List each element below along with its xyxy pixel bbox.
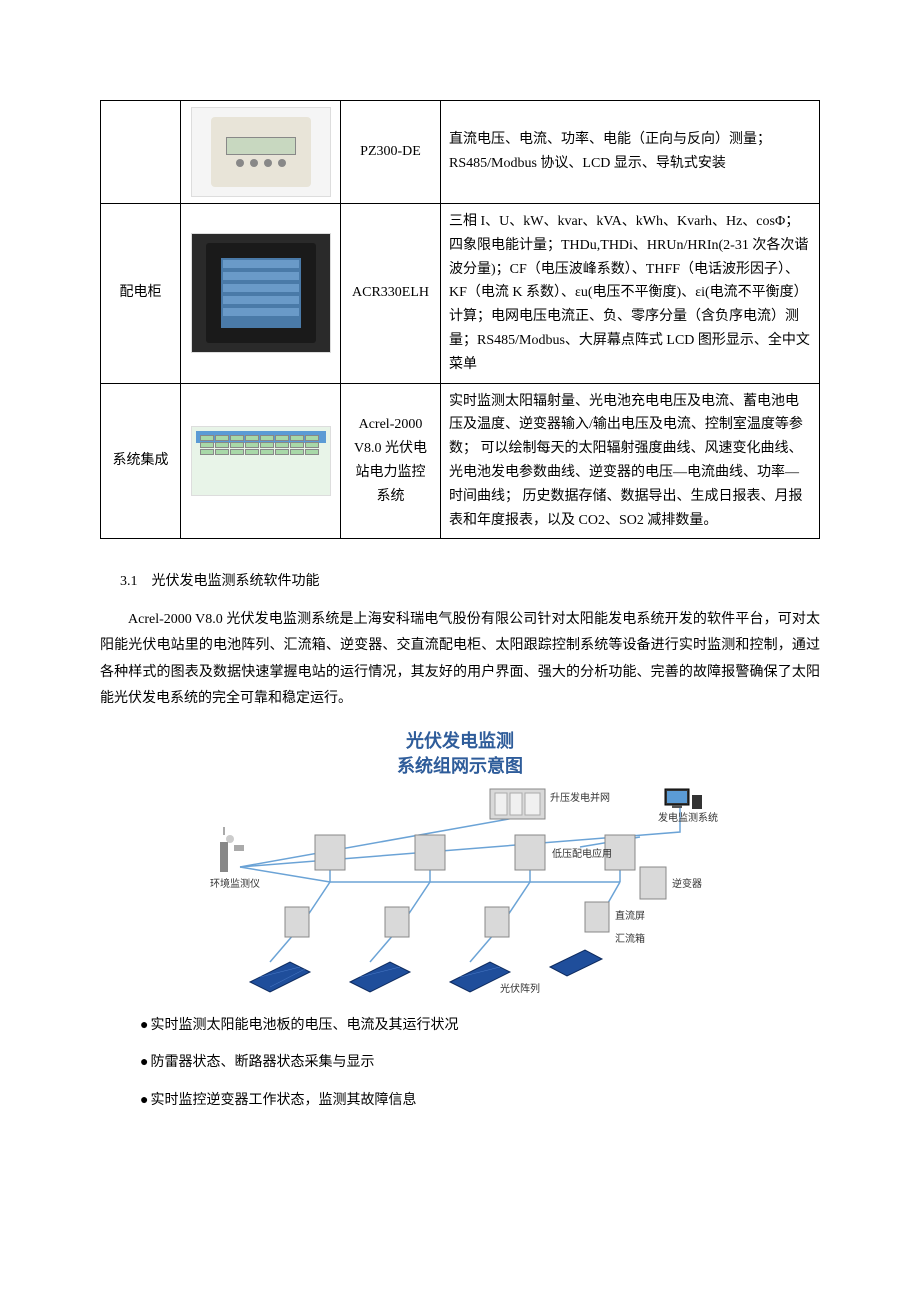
dc-panel-icons — [285, 902, 609, 937]
cell-description: 直流电压、电流、功率、电能（正向与反向）测量；RS485/Modbus 协议、L… — [441, 101, 820, 204]
table-row: PZ300-DE 直流电压、电流、功率、电能（正向与反向）测量；RS485/Mo… — [101, 101, 820, 204]
bullet-item: 实时监测太阳能电池板的电压、电流及其运行状况 — [140, 1013, 820, 1038]
product-image-acrel2000 — [191, 426, 331, 496]
env-monitor-icon — [220, 827, 244, 872]
cell-description: 三相 I、U、kW、kvar、kVA、kWh、Kvarh、Hz、cosΦ；四象限… — [441, 204, 820, 384]
step-up-cabinet-icon — [490, 789, 545, 819]
cell-category — [101, 101, 181, 204]
label-inverter: 逆变器 — [672, 877, 702, 890]
label-gen-monitor: 发电监测系统 — [658, 811, 718, 824]
monitor-pc-icon — [665, 789, 702, 809]
cell-category: 配电柜 — [101, 204, 181, 384]
diagram-title-line1: 光伏发电监测 — [406, 731, 514, 751]
diagram-title: 光伏发电监测 系统组网示意图 — [397, 729, 523, 779]
bullet-item: 防雷器状态、断路器状态采集与显示 — [140, 1050, 820, 1075]
cell-description: 实时监测太阳辐射量、光电池充电电压及电流、蓄电池电压及温度、逆变器输入/输出电压… — [441, 383, 820, 539]
table-body: PZ300-DE 直流电压、电流、功率、电能（正向与反向）测量；RS485/Mo… — [101, 101, 820, 539]
label-combiner: 汇流箱 — [615, 932, 645, 945]
inverter-cabinet-icon — [640, 867, 666, 899]
label-env-monitor: 环境监测仪 — [210, 877, 260, 890]
feature-bullet-list: 实时监测太阳能电池板的电压、电流及其运行状况 防雷器状态、断路器状态采集与显示 … — [100, 1013, 820, 1113]
label-dc-panel: 直流屏 — [615, 909, 645, 922]
cell-image — [181, 383, 341, 539]
product-image-pz300 — [191, 107, 331, 197]
label-lv-dist: 低压配电应用 — [552, 847, 612, 860]
diagram-svg: 环境监测仪 升压发电并网 发电监测系统 — [180, 787, 740, 997]
cell-image — [181, 204, 341, 384]
bullet-item: 实时监控逆变器工作状态，监测其故障信息 — [140, 1088, 820, 1113]
cell-model: PZ300-DE — [341, 101, 441, 204]
network-diagram: 光伏发电监测 系统组网示意图 — [100, 729, 820, 997]
label-step-up: 升压发电并网 — [550, 791, 610, 804]
section-heading: 3.1 光伏发电监测系统软件功能 — [120, 569, 820, 594]
pv-array-icons — [250, 950, 602, 992]
diagram-title-line2: 系统组网示意图 — [397, 756, 523, 776]
section-paragraph: Acrel-2000 V8.0 光伏发电监测系统是上海安科瑞电气股份有限公司针对… — [100, 607, 820, 713]
cell-model: Acrel-2000 V8.0 光伏电站电力监控系统 — [341, 383, 441, 539]
cell-image — [181, 101, 341, 204]
label-pv-array: 光伏阵列 — [500, 982, 540, 995]
cell-category: 系统集成 — [101, 383, 181, 539]
product-spec-table: PZ300-DE 直流电压、电流、功率、电能（正向与反向）测量；RS485/Mo… — [100, 100, 820, 539]
table-row: 系统集成 Acrel-2000 V8.0 光伏电站电力监控系统 — [101, 383, 820, 539]
cell-model: ACR330ELH — [341, 204, 441, 384]
product-image-acr330 — [191, 233, 331, 353]
table-row: 配电柜 ACR330ELH 三相 I、U、kW、kvar、kVA、kWh、Kva… — [101, 204, 820, 384]
